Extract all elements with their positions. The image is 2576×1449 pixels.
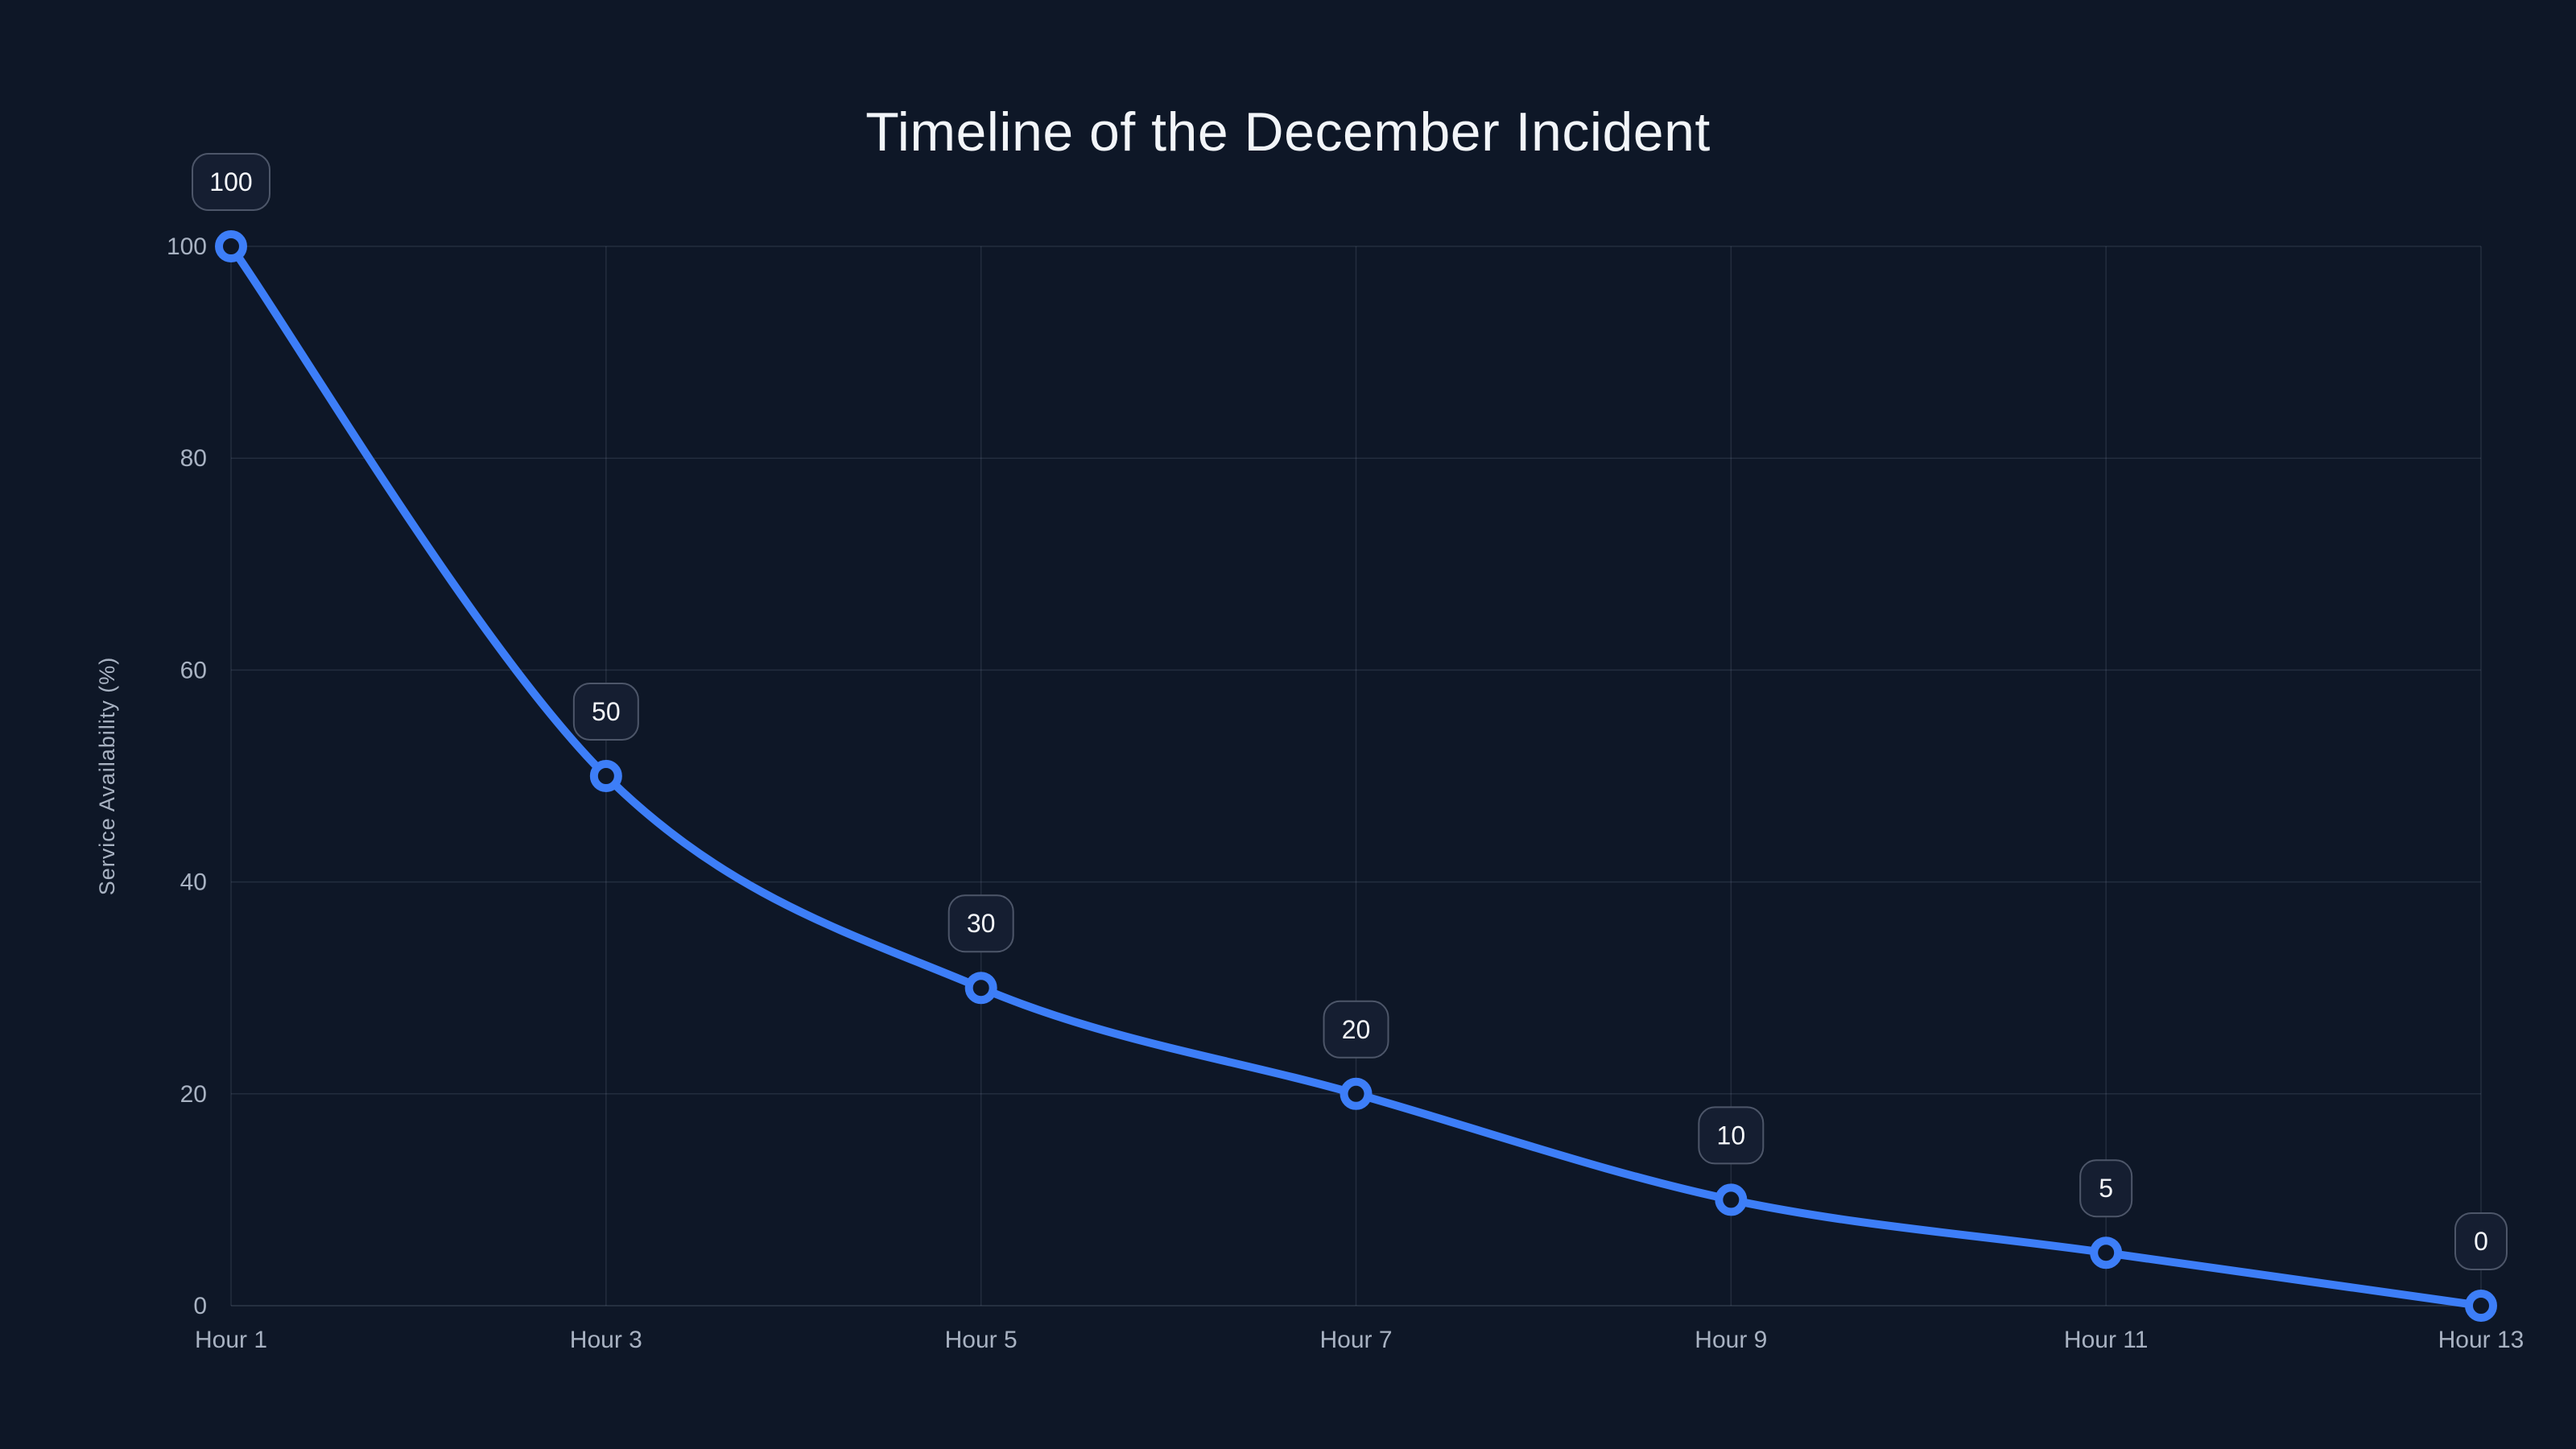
data-label-badge <box>2454 1212 2508 1270</box>
x-tick-label: Hour 1 <box>195 1327 267 1353</box>
data-point-marker[interactable] <box>1340 1077 1373 1110</box>
x-tick-label: Hour 5 <box>945 1327 1018 1353</box>
y-axis-title: Service Availability (%) <box>95 657 119 896</box>
data-label-badge <box>192 153 270 211</box>
y-tick-label: 20 <box>180 1081 207 1108</box>
x-tick-label: Hour 9 <box>1695 1327 1767 1353</box>
data-point-marker[interactable] <box>2465 1290 2497 1322</box>
data-point-marker[interactable] <box>2090 1236 2123 1269</box>
y-tick-label: 40 <box>180 869 207 896</box>
data-label-text: 20 <box>1342 1015 1371 1044</box>
data-point-marker[interactable] <box>215 230 247 262</box>
y-tick-label: 0 <box>193 1293 207 1319</box>
data-point-marker[interactable] <box>589 760 622 792</box>
data-label-badge <box>947 894 1014 953</box>
data-label-badge <box>2079 1159 2133 1218</box>
data-label-badge <box>572 683 639 741</box>
y-tick-label: 80 <box>180 445 207 472</box>
x-tick-label: Hour 3 <box>570 1327 642 1353</box>
x-tick-label: Hour 11 <box>2064 1327 2149 1353</box>
data-label-badge <box>1698 1106 1765 1165</box>
data-label-text: 0 <box>2474 1227 2488 1256</box>
x-tick-label: Hour 13 <box>2438 1327 2524 1353</box>
data-label-text: 30 <box>967 909 996 938</box>
data-label-text: 10 <box>1717 1121 1746 1150</box>
data-label-text: 100 <box>209 167 252 196</box>
data-label-text: 5 <box>2099 1174 2113 1203</box>
x-tick-label: Hour 7 <box>1319 1327 1392 1353</box>
data-point-marker[interactable] <box>964 972 997 1005</box>
data-point-marker[interactable] <box>1715 1183 1748 1216</box>
data-label-text: 50 <box>592 697 621 726</box>
chart-title: Timeline of the December Incident <box>865 101 1711 163</box>
data-label-badge <box>1323 1000 1389 1059</box>
y-tick-label: 60 <box>180 657 207 683</box>
y-tick-label: 100 <box>167 233 207 260</box>
